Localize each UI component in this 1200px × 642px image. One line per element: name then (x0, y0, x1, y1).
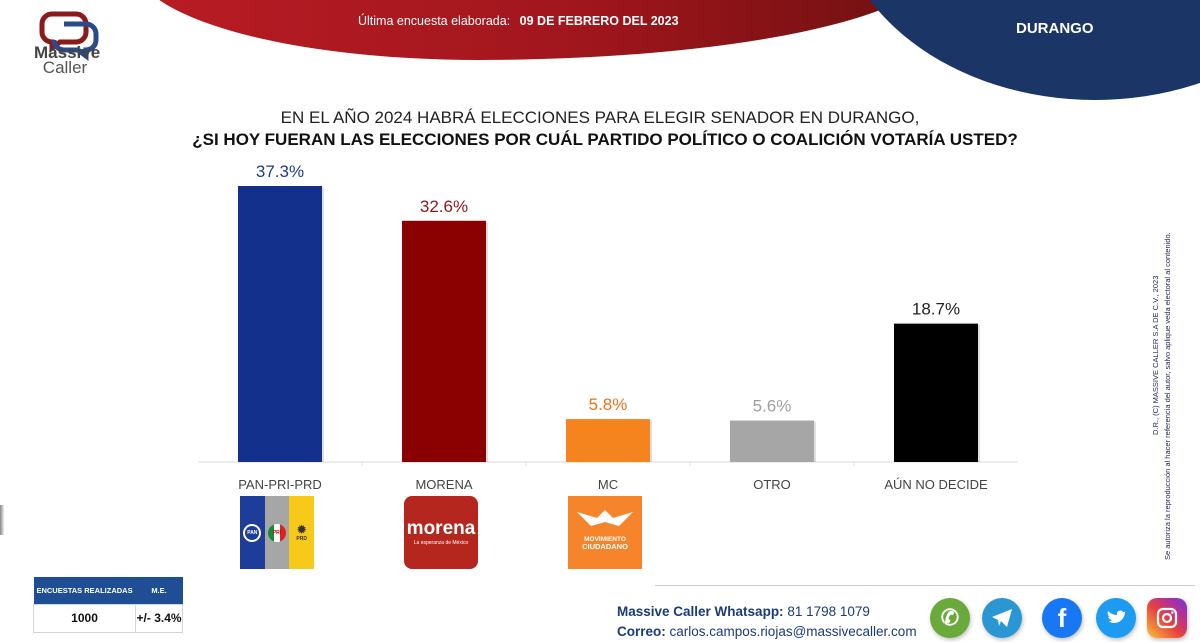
data-label-otro: 5.6% (753, 397, 792, 416)
mc-logo-line2: CIUDADANO (582, 542, 628, 551)
bar-pan-pri-prd (238, 186, 322, 462)
bar-otro (730, 420, 814, 462)
massive-caller-logo-icon (39, 11, 99, 61)
copyright-line-2: Se autoriza la reproducción al hacer ref… (1163, 232, 1172, 560)
mc-logo-line1: MOVIMIENTO (584, 536, 626, 543)
instagram-icon[interactable] (1147, 598, 1187, 638)
morena-logo-name: morena (406, 518, 476, 539)
survey-date-label: Última encuesta elaborada: (358, 14, 511, 28)
bar-morena (402, 220, 486, 462)
telegram-icon[interactable] (982, 598, 1022, 638)
whatsapp-icon[interactable]: ✆ (930, 598, 970, 638)
prd-label: PRD (296, 535, 307, 542)
survey-stats-table: ENCUESTAS REALIZADAS M.E. 1000 +/- 3.4% (32, 577, 183, 633)
email-label: Correo: (617, 624, 666, 639)
morena-logo-tagline: La esperanza de México (413, 540, 469, 546)
survey-date-line: Última encuesta elaborada: 09 DE FEBRERO… (358, 14, 679, 28)
eagle-icon (577, 510, 633, 526)
prd-sun-icon: ✹ (296, 521, 308, 537)
bar-aun-no-decide (894, 323, 978, 462)
question-line-1: EN EL AÑO 2024 HABRÁ ELECCIONES PARA ELE… (280, 108, 920, 127)
category-label-mc: MC (598, 477, 618, 492)
email-link[interactable]: carlos.campos.riojas@massivecaller.com (669, 624, 917, 639)
margin-error-value: +/- 3.4% (135, 603, 183, 633)
survey-date: 09 DE FEBRERO DEL 2023 (519, 14, 679, 28)
morena-logo: morena La esperanza de México (404, 496, 478, 569)
brand-name: Massive Caller (34, 43, 101, 77)
whatsapp-label: Massive Caller Whatsapp: (617, 604, 784, 619)
footer-divider (655, 585, 1195, 586)
copyright-line-1: D.R., (C) MASSIVE CALLER S.A DE C.V., 20… (1151, 275, 1160, 435)
facebook-icon[interactable]: f (1042, 598, 1082, 638)
contact-info: Massive Caller Whatsapp: 81 1798 1079 Co… (617, 602, 917, 642)
category-label-pan-pri-prd: PAN-PRI-PRD (238, 477, 322, 492)
twitter-icon[interactable] (1096, 598, 1136, 638)
whatsapp-number[interactable]: 81 1798 1079 (787, 604, 870, 619)
category-label-otro: OTRO (753, 477, 791, 492)
data-label-pan-pri-prd: 37.3% (256, 162, 304, 181)
surveys-value: 1000 (32, 603, 137, 633)
bar-mc (566, 419, 650, 462)
data-label-morena: 32.6% (420, 197, 468, 216)
left-edge-marker (0, 505, 4, 535)
question-line-2: ¿SI HOY FUERAN LAS ELECCIONES POR CUÁL P… (192, 130, 1018, 149)
category-label-aun-no-decide: AÚN NO DECIDE (884, 477, 988, 492)
mc-logo: MOVIMIENTO CIUDADANO (568, 496, 642, 569)
surveys-header: ENCUESTAS REALIZADAS (33, 577, 136, 604)
state-label: DURANGO (1016, 20, 1094, 37)
data-label-mc: 5.8% (589, 395, 628, 414)
category-label-morena: MORENA (415, 477, 472, 492)
pan-logo-icon: PAN (243, 523, 262, 542)
pan-pri-prd-logo: PAN PRI ✹ PRD (240, 496, 315, 569)
pri-logo-icon: PRI (268, 523, 286, 542)
copyright-notice: D.R., (C) MASSIVE CALLER S.A DE C.V., 20… (1150, 232, 1174, 560)
data-label-aun-no-decide: 18.7% (912, 300, 960, 319)
margin-error-header: M.E. (135, 577, 183, 604)
